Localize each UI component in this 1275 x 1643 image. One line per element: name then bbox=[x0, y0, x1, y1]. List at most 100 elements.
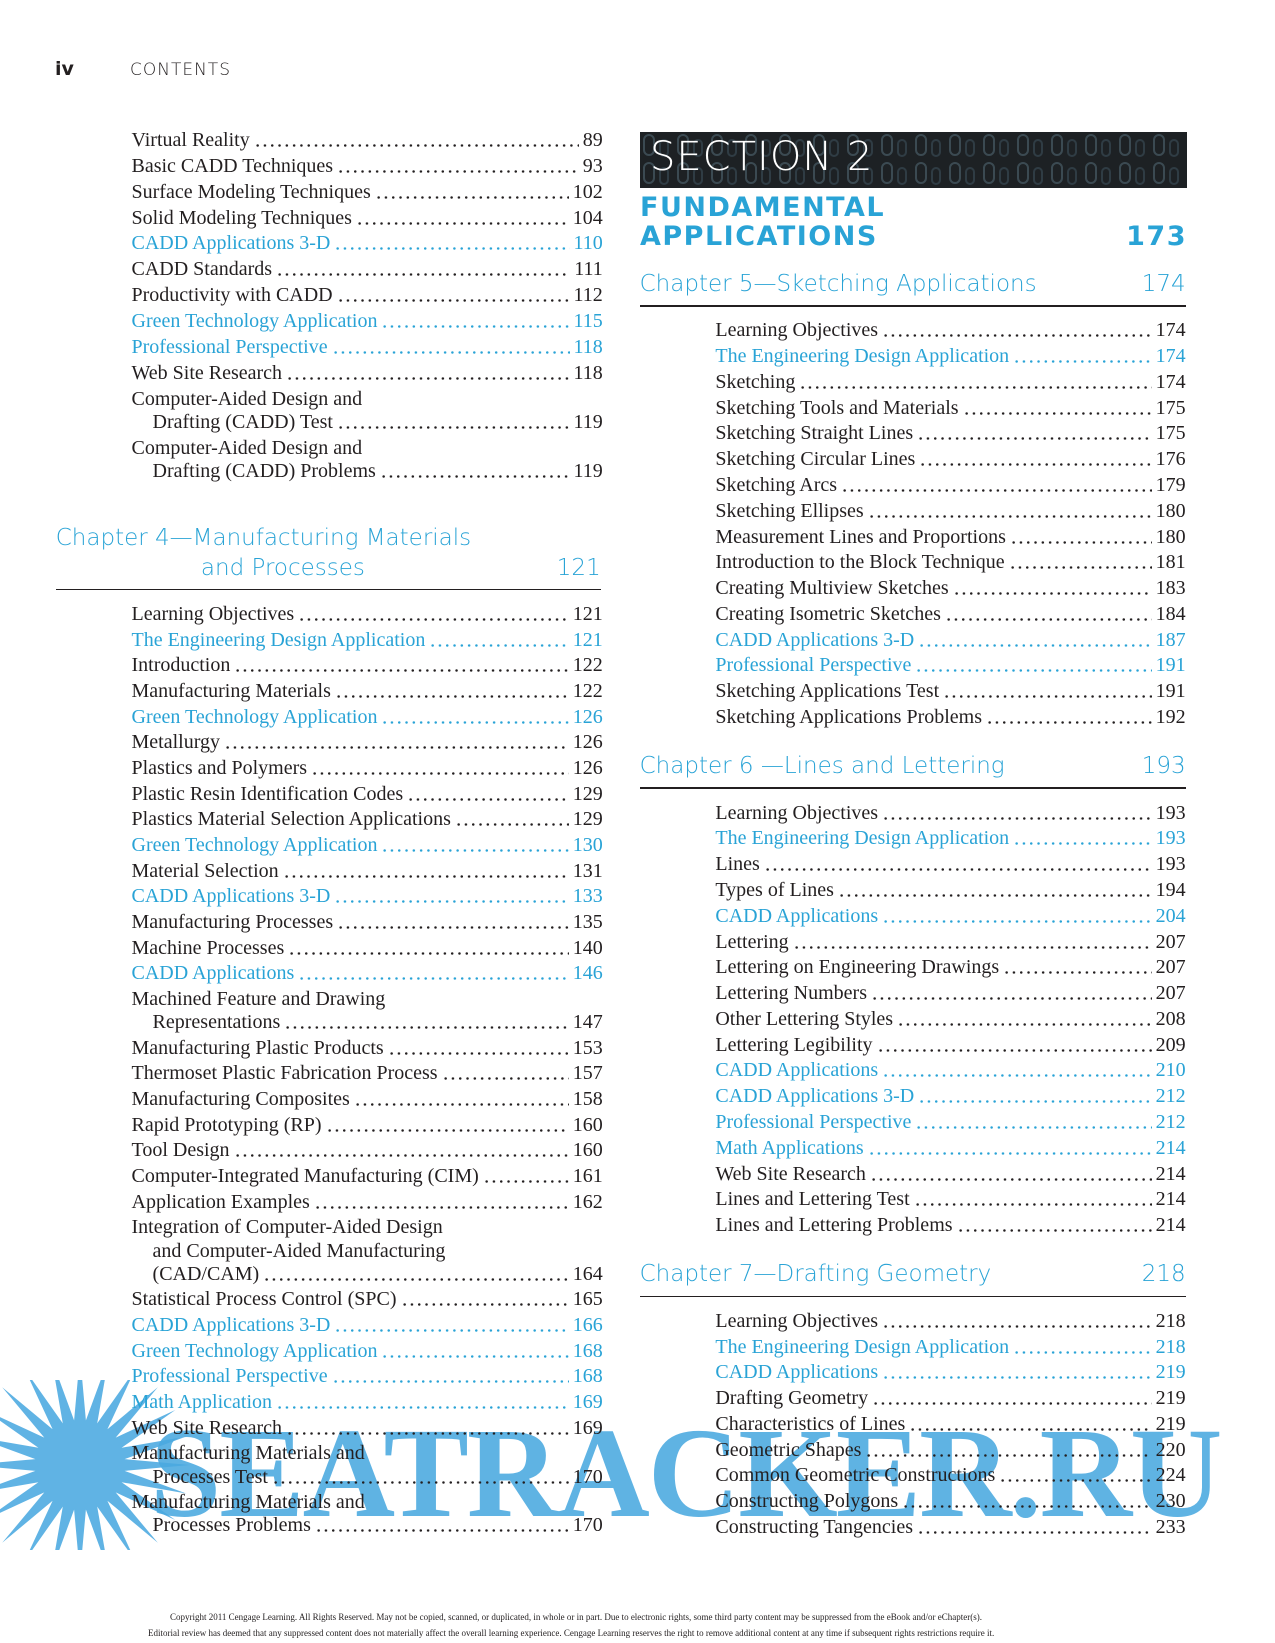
entry-page: 146 bbox=[572, 962, 603, 985]
toc-entry: Constructing Tangencies 233 bbox=[715, 1514, 1185, 1540]
dot-leader bbox=[902, 1505, 1152, 1509]
entry-title: CADD Applications bbox=[715, 1059, 879, 1082]
toc-entry: Green Technology Application 115 bbox=[132, 308, 603, 334]
entry-title: Computer-Aided Design and bbox=[131, 436, 363, 459]
dot-leader bbox=[918, 1100, 1152, 1104]
section-banner bbox=[640, 132, 1187, 188]
toc-entry: Tool Design 160 bbox=[132, 1137, 603, 1163]
entry-page: 193 bbox=[1155, 853, 1186, 876]
entry-page: 180 bbox=[1155, 499, 1186, 522]
entry-page: 122 bbox=[572, 654, 603, 677]
toc-entry: Representations 147 bbox=[153, 1009, 603, 1035]
toc-entry: Green Technology Application 168 bbox=[132, 1338, 603, 1364]
toc-entry: CADD Applications 219 bbox=[715, 1359, 1185, 1385]
entry-page: 168 bbox=[572, 1365, 603, 1388]
entry-title: Professional Perspective bbox=[715, 654, 912, 677]
toc-entry: Lines and Lettering Test 214 bbox=[715, 1186, 1185, 1212]
entry-title: CADD Applications 3-D bbox=[131, 885, 331, 908]
dot-leader bbox=[374, 195, 569, 199]
entry-title: Learning Objectives bbox=[715, 1309, 879, 1332]
dot-leader bbox=[334, 1329, 569, 1333]
entry-title: The Engineering Design Application bbox=[715, 827, 1010, 850]
entry-page: 119 bbox=[573, 410, 603, 433]
entry-page: 89 bbox=[582, 128, 603, 151]
toc-entry: CADD Applications 204 bbox=[715, 903, 1185, 929]
toc-entry: Processes Test 170 bbox=[153, 1464, 603, 1490]
entry-title: Drafting (CADD) Test bbox=[152, 410, 333, 433]
entry-page: 183 bbox=[1155, 577, 1186, 600]
entry-title: Sketching Tools and Materials bbox=[715, 396, 959, 419]
entry-title: Machine Processes bbox=[131, 936, 285, 959]
entry-title: Computer-Aided Design and bbox=[131, 387, 363, 410]
entry-title: Drafting (CADD) Problems bbox=[152, 459, 376, 482]
toc-entry: Sketching Applications Test 191 bbox=[715, 678, 1185, 704]
toc-entry: Constructing Polygons 230 bbox=[715, 1488, 1185, 1514]
entry-page: 130 bbox=[572, 833, 603, 856]
dot-leader bbox=[234, 669, 569, 673]
entry-page: 157 bbox=[572, 1062, 603, 1085]
entry-title: Professional Perspective bbox=[131, 1365, 328, 1388]
dot-leader bbox=[263, 1277, 569, 1281]
toc-entry: Productivity with CADD 112 bbox=[132, 282, 603, 308]
dot-leader bbox=[882, 334, 1152, 338]
entry-title: Lettering Legibility bbox=[715, 1033, 873, 1056]
entry-title: Web Site Research bbox=[715, 1162, 866, 1185]
entry-title: Creating Isometric Sketches bbox=[715, 602, 941, 625]
entry-title: Green Technology Application bbox=[131, 1339, 378, 1362]
dot-leader bbox=[379, 474, 570, 478]
chapter-rule bbox=[639, 787, 1186, 789]
toc-entry: Sketching 174 bbox=[715, 369, 1185, 395]
dot-leader bbox=[276, 1406, 569, 1410]
entry-title: Sketching Ellipses bbox=[715, 499, 864, 522]
dot-leader bbox=[944, 617, 1152, 621]
entry-title: Computer-Integrated Manufacturing (CIM) bbox=[131, 1165, 479, 1188]
folio: iv bbox=[55, 58, 74, 80]
entry-title: Processes Problems bbox=[152, 1514, 311, 1537]
toc-entry: Other Lettering Styles 208 bbox=[715, 1006, 1185, 1032]
entry-page: 153 bbox=[572, 1036, 603, 1059]
entry-page: 214 bbox=[1155, 1188, 1186, 1211]
entry-title: Sketching bbox=[715, 370, 796, 393]
entry-title: Introduction bbox=[131, 654, 231, 677]
entry-page: 121 bbox=[572, 602, 603, 625]
entry-title: Integration of Computer-Aided Design bbox=[131, 1216, 443, 1239]
dot-leader bbox=[334, 247, 570, 251]
dot-leader bbox=[407, 797, 569, 801]
toc-entry: (CAD/CAM) 164 bbox=[153, 1261, 603, 1287]
entry-title: Plastics and Polymers bbox=[131, 756, 308, 779]
dot-leader bbox=[314, 1529, 569, 1533]
chapter-page: 121 bbox=[556, 554, 601, 581]
entry-page: 169 bbox=[572, 1391, 603, 1414]
entry-page: 122 bbox=[572, 679, 603, 702]
dot-leader bbox=[867, 1151, 1152, 1155]
toc-entry: Rapid Prototyping (RP) 160 bbox=[132, 1112, 603, 1138]
dot-leader bbox=[867, 514, 1152, 518]
dot-leader bbox=[917, 437, 1152, 441]
toc-entry: CADD Applications 3-D 212 bbox=[715, 1083, 1185, 1109]
dot-leader bbox=[1013, 360, 1152, 364]
entry-title: Introduction to the Block Technique bbox=[715, 551, 1005, 574]
entry-page: 175 bbox=[1155, 422, 1186, 445]
entry-page: 209 bbox=[1155, 1033, 1186, 1056]
dot-leader bbox=[233, 1154, 569, 1158]
toc-entry: Manufacturing Materials 122 bbox=[132, 678, 603, 704]
toc-entry: Plastics Material Selection Applications… bbox=[132, 806, 603, 832]
toc-entry: The Engineering Design Application 174 bbox=[715, 343, 1185, 369]
entry-title: CADD Applications bbox=[715, 904, 879, 927]
entry-title: Metallurgy bbox=[131, 731, 221, 754]
entry-page: 219 bbox=[1155, 1412, 1186, 1435]
entry-title: CADD Applications bbox=[131, 962, 295, 985]
entry-title: Professional Perspective bbox=[715, 1110, 912, 1133]
entry-title: and Computer-Aided Manufacturing bbox=[152, 1239, 446, 1262]
dot-leader bbox=[353, 1103, 569, 1107]
toc-entry: Material Selection 131 bbox=[132, 858, 603, 884]
entry-title: Representations bbox=[152, 1011, 281, 1034]
toc-entry: Learning Objectives 218 bbox=[715, 1308, 1185, 1334]
toc-entry: The Engineering Design Application 193 bbox=[715, 825, 1185, 851]
dot-leader bbox=[909, 1427, 1152, 1431]
entry-title: Productivity with CADD bbox=[131, 284, 333, 307]
entry-title: Manufacturing Materials and bbox=[131, 1442, 365, 1465]
dot-leader bbox=[387, 1051, 569, 1055]
dot-leader bbox=[913, 1203, 1152, 1207]
dot-leader bbox=[999, 1479, 1152, 1483]
